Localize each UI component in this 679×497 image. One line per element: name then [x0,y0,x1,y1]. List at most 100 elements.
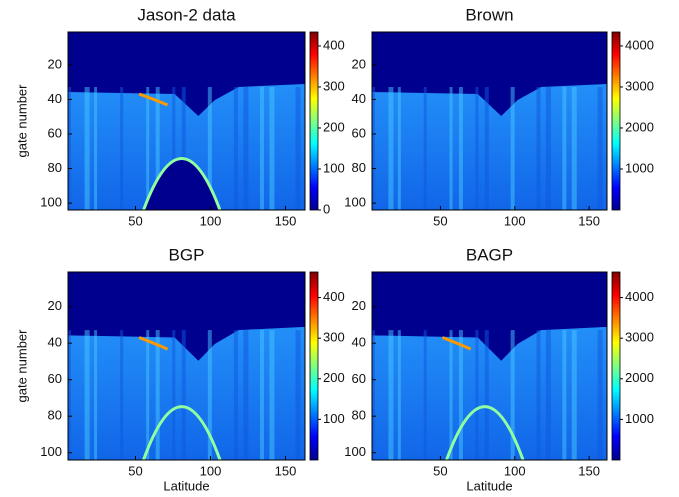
y-tick-label: 100 [40,195,62,210]
stripe [562,87,567,210]
x-tick-label: 100 [200,213,222,228]
y-tick-label: 60 [352,125,366,140]
colorbar-tick-label: 300 [323,78,345,93]
colorbar-tick-label: 100 [323,411,345,426]
stripe [155,87,160,210]
x-tick-label: 50 [128,213,142,228]
x-tick-label: 50 [128,463,142,478]
field [68,32,305,210]
colorbar [611,271,621,461]
colorbar-tick-label: 200 [323,370,345,385]
y-axis-label: gate number [14,329,29,403]
stripe [372,330,375,460]
colorbar-tick-label: 2000 [625,370,654,385]
stripe [484,87,489,210]
arc-peak [441,336,472,351]
stripe [243,87,249,210]
stripe [388,87,394,210]
stripe [181,330,186,460]
x-tick-label: 100 [504,463,526,478]
x-tick-label: 150 [578,463,600,478]
x-axis-label: Latitude [466,478,512,493]
stripe [84,330,90,460]
stripe [259,87,264,210]
colorbar [611,31,621,211]
stripe [562,330,567,460]
y-tick-label: 20 [48,56,62,71]
stripe [397,330,401,460]
y-tick-label: 20 [48,298,62,313]
colorbar-ticks: 1000 2000 3000 4000 [620,289,654,426]
stripe [181,87,186,210]
stripe [172,87,176,210]
field-upper [372,32,607,116]
plot-frame [67,271,306,461]
colorbar-tick-label: 3000 [625,78,654,93]
colorbar-tick-label: 400 [323,289,345,304]
stripe [269,87,275,210]
colorbar [309,271,319,461]
stripe [536,330,541,460]
y-tick-label: 40 [48,91,62,106]
stripe [243,330,249,460]
stripe [510,87,515,210]
stripe [207,330,212,460]
stripe [94,330,98,460]
y-tick-label: 40 [48,335,62,350]
arc [142,405,222,460]
panel-title: BGP [169,245,205,264]
y-tick-label: 20 [352,56,366,71]
y-tick-label: 100 [344,444,366,459]
stripe [68,330,71,460]
field-upper [372,272,607,361]
stripe [84,87,90,210]
stripe [172,330,176,460]
colorbar-tick-label: 3000 [625,330,654,345]
colorbar-tick-label: 2000 [625,119,654,134]
stripe [458,330,463,460]
x-tick-label: 100 [200,463,222,478]
arc [142,157,222,210]
colorbar-ticks: 0 100 200 300 400 [318,37,345,216]
y-tick-label: 100 [40,444,62,459]
stripe [269,330,275,460]
stripe [423,330,427,460]
x-tick-label: 50 [433,463,447,478]
panel-title: Brown [465,5,513,24]
x-tick-label: 50 [433,213,447,228]
stripe [536,87,541,210]
arc-peak [138,92,169,107]
colorbar-tick-label: 200 [323,119,345,134]
stripe [295,87,301,210]
y-tick-label: 60 [48,371,62,386]
plot-frame [371,31,608,211]
stripe [207,87,212,210]
stripe [597,330,603,460]
stripe [120,87,124,210]
stripe [484,330,489,460]
stripe [233,87,238,210]
field-upper [68,272,305,361]
stripe [146,87,150,210]
stripe [146,330,150,460]
stripe [233,330,238,460]
stripe [571,330,577,460]
colorbar-tick-label: 300 [323,330,345,345]
y-tick-label: 80 [48,160,62,175]
stripe [449,330,453,460]
stripe [597,87,603,210]
x-axis-label: Latitude [163,478,209,493]
stripe [475,87,479,210]
y-tick-label: 40 [352,91,366,106]
field [68,272,305,460]
y-tick-label: 60 [352,371,366,386]
y-tick-label: 80 [352,408,366,423]
x-tick-label: 100 [504,213,526,228]
colorbar-tick-label: 100 [323,160,345,175]
field-upper [68,32,305,116]
y-tick-label: 20 [352,298,366,313]
colorbar [309,31,319,211]
stripe [475,330,479,460]
